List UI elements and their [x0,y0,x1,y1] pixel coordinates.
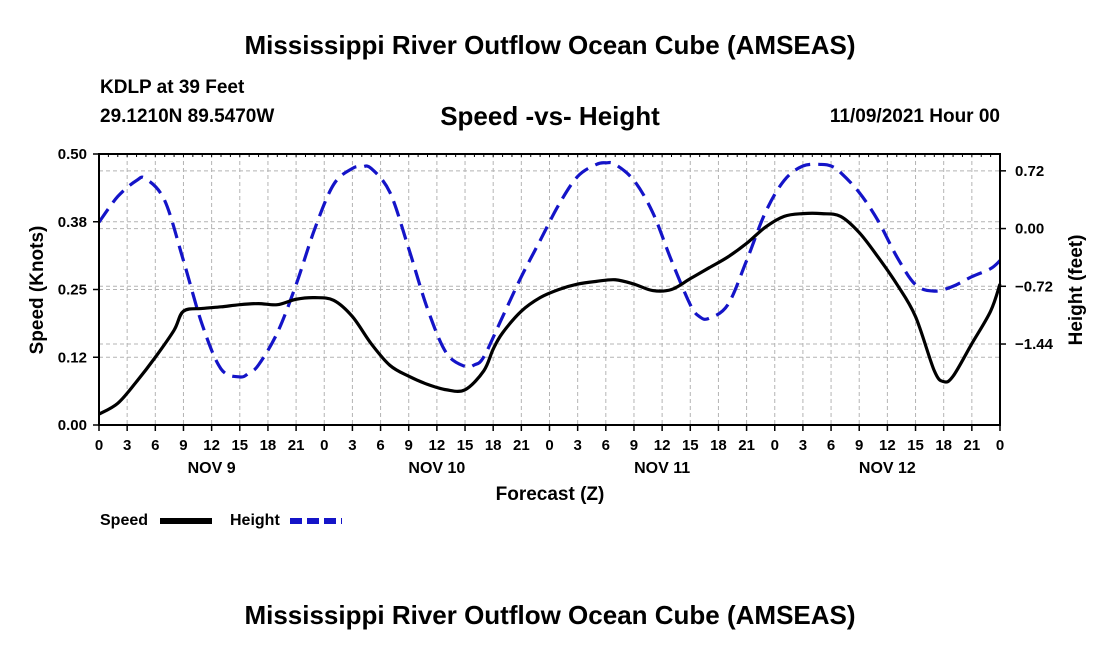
x-tick-label: 12 [654,437,671,454]
x-tick-label: 9 [179,437,187,454]
day-label: NOV 9 [188,460,236,477]
x-tick-label: 21 [288,437,305,454]
chart-title: Mississippi River Outflow Ocean Cube (AM… [244,30,856,60]
legend-speed-label: Speed [100,512,148,529]
x-tick-label: 18 [260,437,277,454]
series-layer [97,160,1002,416]
y-tick-label-left: 0.12 [58,349,87,366]
x-tick-label: 15 [907,437,924,454]
x-tick-label: 12 [203,437,220,454]
y-tick-label-left: 0.25 [58,282,87,299]
x-tick-label: 15 [231,437,248,454]
chart-subtitle: Speed -vs- Height [440,101,660,131]
legend: Speed Height [100,512,342,529]
forecast-datetime: 11/09/2021 Hour 00 [829,106,1000,127]
x-tick-label: 0 [545,437,553,454]
x-tick-label: 0 [320,437,328,454]
x-tick-label: 3 [123,437,131,454]
axis-layer: 0 3 6 9 12 15 18 21 0 3 6 9 12 15 18 21 0 3 6 9 12 15 18 21 0 3 6 9… [58,146,1054,477]
y-tick-label-left: 0.38 [58,214,87,231]
station-label: KDLP at 39 Feet [100,77,245,98]
x-tick-label: 6 [827,437,835,454]
x-tick-label: 3 [573,437,581,454]
coordinates-label: 29.1210N 89.5470W [100,106,275,127]
series-line-speed [98,211,1002,416]
x-tick-label: 12 [879,437,896,454]
x-tick-label: 21 [964,437,981,454]
x-tick-label: 12 [429,437,446,454]
x-tick-label: 15 [457,437,474,454]
y-tick-label-left: 0.50 [58,146,87,163]
y-axis-title-right: Height (feet) [1066,235,1087,346]
x-tick-label: 3 [348,437,356,454]
y-tick-label-right: 0.72 [1015,163,1044,180]
x-tick-label: 18 [710,437,727,454]
x-tick-label: 0 [996,437,1004,454]
x-tick-label: 21 [738,437,755,454]
x-tick-label: 6 [151,437,159,454]
x-tick-label: 18 [935,437,952,454]
y-tick-label-left: 0.00 [58,417,87,434]
footer-title: Mississippi River Outflow Ocean Cube (AM… [244,600,856,630]
grid-layer [99,154,1000,425]
x-tick-label: 9 [630,437,638,454]
day-label: NOV 12 [859,460,916,477]
day-label: NOV 10 [408,460,465,477]
x-tick-label: 15 [682,437,699,454]
y-axis-title-left: Speed (Knots) [27,226,48,355]
y-tick-label-right: 0.00 [1015,221,1044,238]
x-tick-label: 6 [602,437,610,454]
legend-height-label: Height [230,512,280,529]
x-tick-label: 0 [771,437,779,454]
x-tick-label: 21 [513,437,530,454]
x-tick-label: 9 [855,437,863,454]
y-tick-label-right: −1.44 [1015,336,1054,353]
x-tick-label: 6 [376,437,384,454]
x-tick-label: 9 [405,437,413,454]
day-label: NOV 11 [634,460,690,477]
x-tick-label: 18 [485,437,502,454]
x-tick-label: 0 [95,437,103,454]
y-tick-label-right: −0.72 [1015,278,1053,295]
x-tick-label: 3 [799,437,807,454]
x-axis-title: Forecast (Z) [496,484,605,505]
